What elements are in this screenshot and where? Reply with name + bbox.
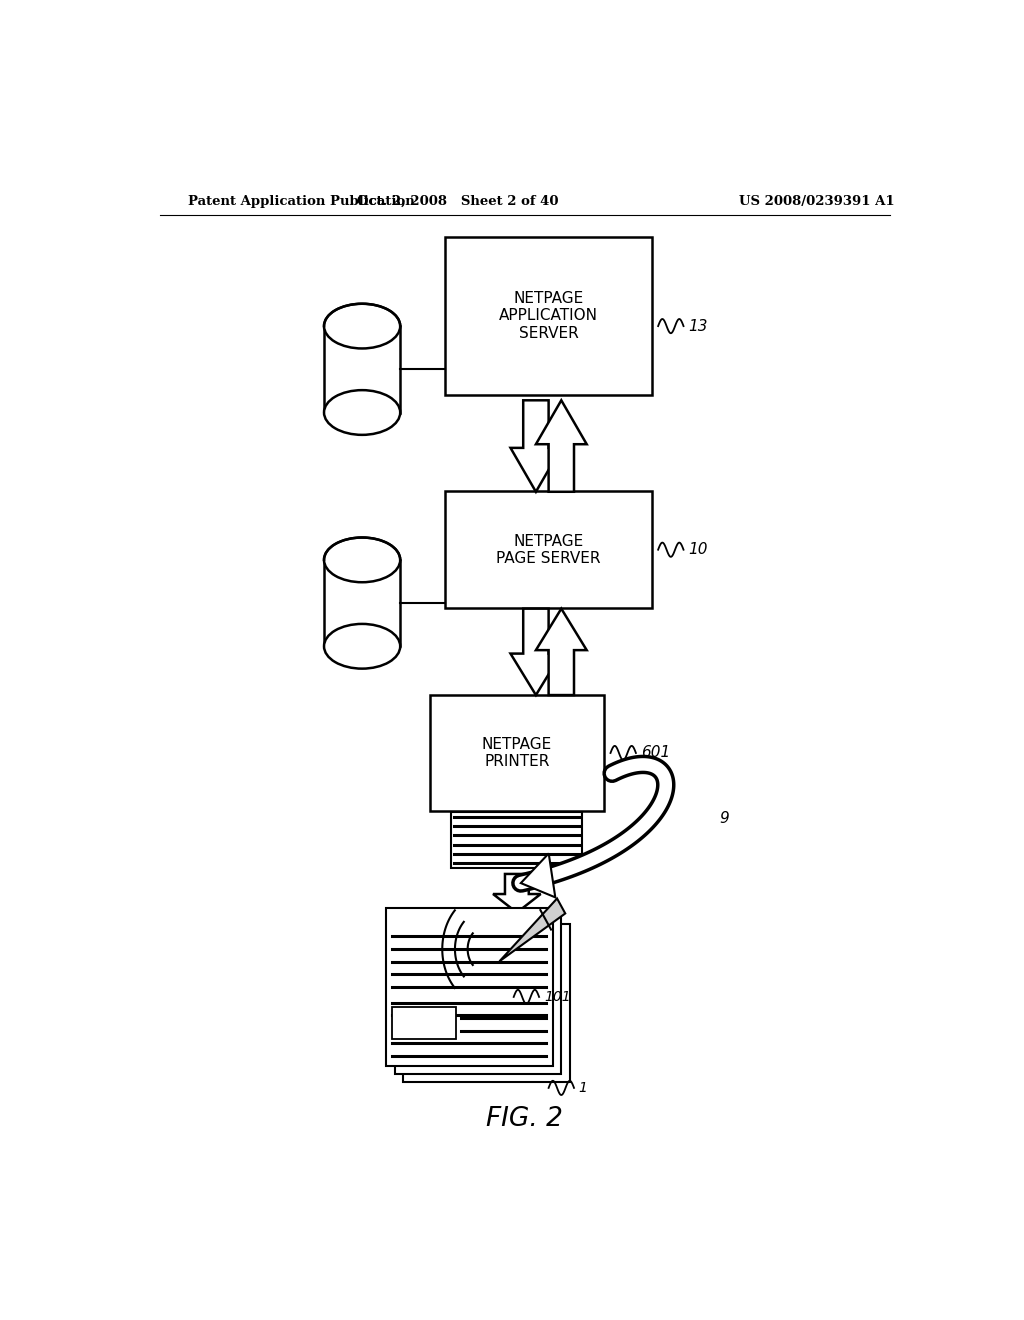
- Polygon shape: [500, 899, 565, 961]
- Polygon shape: [511, 609, 561, 696]
- Text: Oct. 2, 2008   Sheet 2 of 40: Oct. 2, 2008 Sheet 2 of 40: [356, 194, 558, 207]
- Text: 1: 1: [579, 1081, 588, 1094]
- Text: NETPAGE
APPLICATION
SERVER: NETPAGE APPLICATION SERVER: [499, 290, 598, 341]
- Text: 601: 601: [641, 746, 670, 760]
- FancyBboxPatch shape: [403, 924, 570, 1082]
- Ellipse shape: [324, 624, 400, 669]
- FancyBboxPatch shape: [392, 1007, 456, 1039]
- FancyBboxPatch shape: [445, 238, 652, 395]
- FancyBboxPatch shape: [386, 908, 553, 1065]
- FancyBboxPatch shape: [430, 694, 604, 812]
- Text: 13: 13: [688, 318, 708, 334]
- Text: 9: 9: [719, 810, 729, 825]
- Ellipse shape: [324, 537, 400, 582]
- Text: NETPAGE
PRINTER: NETPAGE PRINTER: [481, 737, 552, 770]
- Polygon shape: [494, 874, 541, 912]
- Ellipse shape: [324, 391, 400, 434]
- Polygon shape: [536, 609, 587, 696]
- Polygon shape: [511, 400, 561, 492]
- FancyBboxPatch shape: [445, 491, 652, 609]
- Text: 101: 101: [544, 990, 570, 1005]
- FancyBboxPatch shape: [394, 916, 561, 1073]
- Text: FIG. 2: FIG. 2: [486, 1106, 563, 1131]
- Polygon shape: [536, 400, 587, 492]
- FancyBboxPatch shape: [452, 812, 583, 867]
- Text: Patent Application Publication: Patent Application Publication: [187, 194, 415, 207]
- Text: NETPAGE
PAGE SERVER: NETPAGE PAGE SERVER: [497, 533, 601, 566]
- Text: US 2008/0239391 A1: US 2008/0239391 A1: [739, 194, 895, 207]
- Polygon shape: [521, 854, 555, 898]
- Ellipse shape: [324, 304, 400, 348]
- Text: 10: 10: [688, 543, 708, 557]
